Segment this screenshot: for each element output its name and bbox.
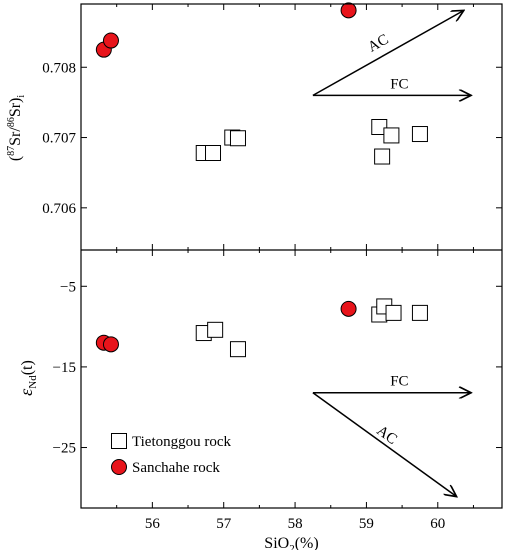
x-tick-label: 59 [359,516,374,532]
y-tick-label: −5 [60,279,76,295]
top-y-title-part: 86 [6,117,17,127]
tietonggou-square-point [229,130,246,147]
bottom-y-axis-title: εNd(t) [16,360,39,396]
x-title-unit: (%) [295,535,319,550]
sanchahe-circle-point [111,459,127,475]
tietonggou-square-point [374,148,391,165]
tietonggou-square-point [411,304,428,321]
x-tick-label: 56 [145,516,161,532]
top-y-title-part: ( [7,156,24,161]
tietonggou-square-point [207,321,224,338]
top-y-title-part: Sr/ [7,127,24,146]
legend-label: Tietonggou rock [132,434,232,450]
tietonggou-square-point [205,145,222,162]
arrow-label-fc: FC [390,76,408,92]
legend: Tietonggou rock Sanchahe rock [111,433,232,476]
plot-frame [80,3,503,509]
sanchahe-circle-point [102,336,119,353]
bottom-y-title-sub: Nd [27,375,39,389]
tietonggou-square-point [411,126,428,143]
top-y-title-part: i [16,95,27,98]
x-tick-label: 60 [430,516,445,532]
top-y-axis-title: (87Sr/86Sr)i [6,95,27,162]
tietonggou-square-point [385,304,402,321]
x-tick-label: 57 [216,516,232,532]
sanchahe-circle-point [102,32,119,49]
y-tick-label: −25 [53,441,76,457]
top-y-title-part: 87 [6,146,17,156]
x-tick-label: 58 [288,516,303,532]
bottom-y-title-t: (t) [19,360,36,375]
legend-label: Sanchahe rock [132,460,220,476]
tietonggou-square-point [383,127,400,144]
x-title-sio: SiO [264,535,289,550]
x-title-sub: 2 [289,543,295,550]
tietonggou-square-point [111,433,127,449]
arrow-ac [312,11,463,97]
sanchahe-circle-point [340,2,357,19]
y-tick-label: −15 [53,360,76,376]
arrow-ac [312,392,456,496]
y-tick-label: 0.708 [42,60,76,76]
bottom-y-title-epsilon: ε [16,388,36,396]
tietonggou-square-point [371,119,388,135]
y-tick-label: 0.706 [42,201,76,217]
tietonggou-square-point [229,341,246,358]
sanchahe-circle-point [340,300,357,317]
x-axis-title: SiO2(%) [264,535,318,550]
top-y-title-part: Sr) [7,98,24,118]
y-tick-label: 0.707 [42,131,76,147]
arrow-label-fc: FC [390,374,408,390]
